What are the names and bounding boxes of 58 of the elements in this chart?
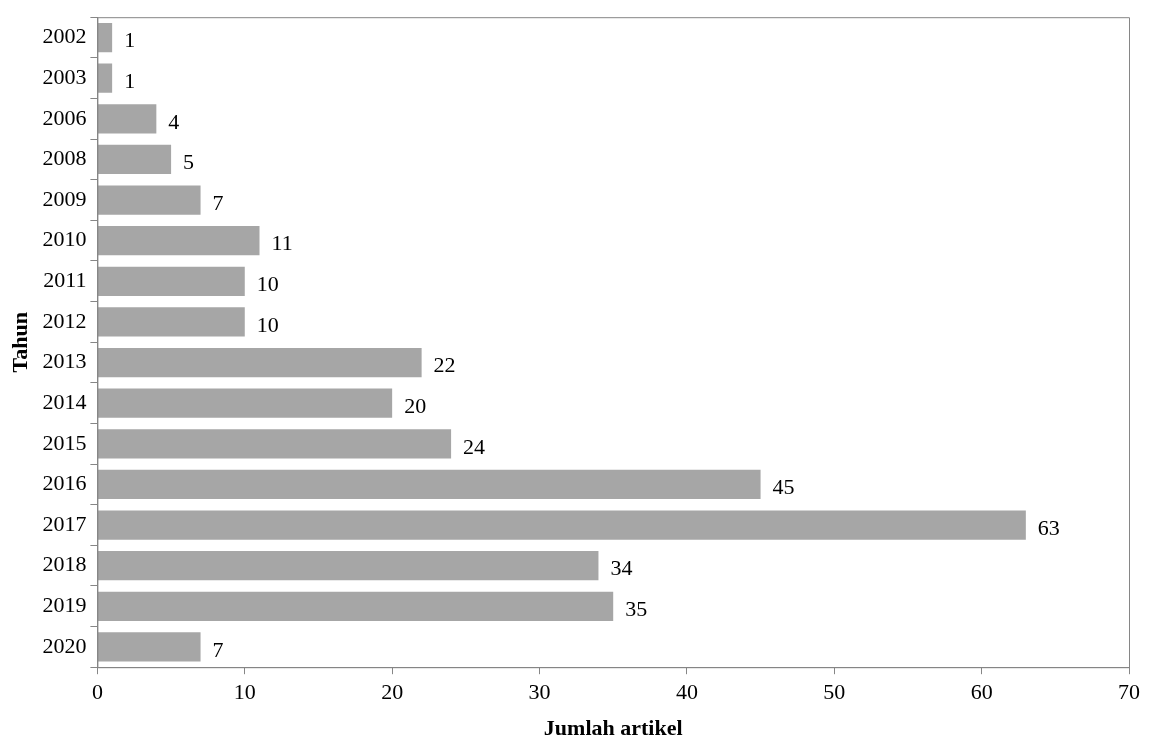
data-label: 10 (256, 271, 279, 297)
x-axis-title: Jumlah artikel (543, 715, 683, 741)
data-label: 35 (625, 596, 648, 622)
x-tick-label: 70 (1118, 679, 1140, 705)
bar (97, 429, 452, 459)
y-tick-label: 2015 (42, 429, 87, 455)
bar (97, 632, 201, 662)
data-label: 7 (212, 189, 224, 215)
y-tick-label: 2006 (42, 104, 87, 130)
bar (97, 388, 393, 418)
bar (97, 307, 245, 337)
bar (97, 510, 1026, 540)
y-tick-label: 2012 (42, 307, 87, 333)
data-label: 11 (271, 230, 293, 256)
y-tick-label: 2003 (42, 63, 87, 89)
bar (97, 185, 201, 215)
x-tick-label: 20 (381, 679, 404, 705)
x-tick-label: 0 (91, 679, 103, 705)
bar (97, 347, 422, 378)
y-tick-label: 2008 (42, 145, 87, 171)
y-axis-title: Tahun (6, 312, 32, 373)
bar (97, 22, 113, 53)
y-tick-label: 2019 (42, 592, 87, 618)
x-tick-label: 60 (970, 679, 993, 705)
data-label: 1 (124, 27, 136, 53)
y-tick-label: 2013 (42, 348, 87, 374)
data-label: 7 (212, 636, 224, 662)
y-tick-label: 2020 (42, 632, 87, 658)
x-tick-label: 50 (823, 679, 846, 705)
data-label: 1 (124, 67, 136, 93)
data-label: 20 (404, 392, 427, 418)
y-tick-label: 2010 (42, 226, 87, 252)
bar (97, 144, 172, 175)
y-tick-label: 2011 (43, 267, 87, 293)
x-tick-label: 30 (528, 679, 551, 705)
y-tick-label: 2017 (42, 510, 87, 536)
y-tick-label: 2014 (42, 388, 87, 414)
data-label: 4 (168, 108, 180, 134)
bar (97, 266, 245, 296)
data-label: 22 (433, 352, 456, 378)
y-tick-label: 2002 (42, 23, 87, 49)
data-label: 63 (1037, 514, 1060, 540)
x-tick-label: 40 (675, 679, 698, 705)
bar (97, 551, 599, 581)
bar (97, 63, 113, 93)
bar (97, 591, 614, 621)
y-tick-label: 2016 (42, 470, 87, 496)
bar (97, 226, 260, 256)
y-tick-label: 2009 (42, 185, 87, 211)
y-tick-label: 2018 (42, 551, 87, 577)
data-label: 5 (183, 149, 195, 175)
data-label: 34 (610, 555, 633, 581)
data-label: 45 (772, 474, 795, 500)
data-label: 10 (256, 311, 279, 337)
bar (97, 469, 761, 500)
bar (97, 104, 157, 134)
x-tick-label: 10 (233, 679, 256, 705)
data-label: 24 (463, 433, 486, 459)
